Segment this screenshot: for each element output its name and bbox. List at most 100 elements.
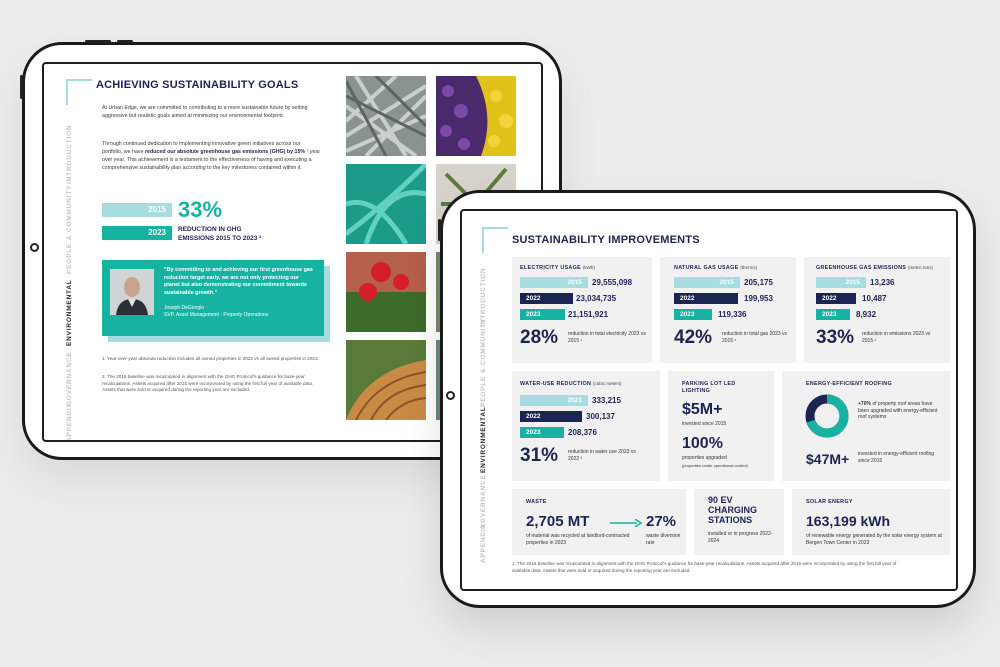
card-solar: SOLAR ENERGY 163,199 kWh of renewable en…: [792, 489, 950, 555]
roofing-investment: $47M+: [806, 451, 850, 467]
led-percent: 100%: [682, 435, 723, 452]
card-title: ELECTRICITY USAGE (kWh): [520, 265, 595, 271]
value-2015: 29,555,098: [592, 278, 633, 287]
ghg-reduction-percent: 33%: [178, 197, 223, 222]
waste-recycled-label: of material was recycled at landlord-con…: [526, 533, 630, 546]
power-button: [85, 40, 111, 43]
reduction-percent: 28%: [520, 327, 559, 348]
solar-label: of renewable energy generated by the sol…: [806, 533, 942, 546]
card-electricity: ELECTRICITY USAGE (kWh) 2015 29,555,098 …: [512, 257, 652, 363]
bar-2023: 2023: [520, 309, 565, 320]
card-parking-led: PARKING LOT LED LIGHTING $5M+ invested s…: [668, 371, 774, 481]
bar-2023: 2023: [674, 309, 712, 320]
footnote-2: 2. The 2015 baseline was recalculated in…: [102, 374, 314, 392]
ev-title: 90 EV CHARGING STATIONS: [708, 495, 757, 525]
nav-introduction[interactable]: INTRODUCTION: [66, 124, 73, 184]
card-natural-gas: NATURAL GAS USAGE (therms) 2015 205,175 …: [660, 257, 796, 363]
section-nav: INTRODUCTION PEOPLE & COMMUNITY ENVIRONM…: [44, 64, 73, 440]
nav-people-community[interactable]: PEOPLE & COMMUNITY: [480, 317, 487, 407]
bar-2022: 2022: [520, 293, 573, 304]
bar-2015: 2015: [520, 277, 588, 288]
roofing-share-text: +70% of property roof areas have been up…: [858, 401, 938, 420]
page-title: ACHIEVING SUSTAINABILITY GOALS: [96, 79, 299, 91]
tablet-front: INTRODUCTION PEOPLE & COMMUNITY ENVIRONM…: [438, 190, 976, 608]
donut-fill: [805, 394, 849, 438]
nav-appendix[interactable]: APPENDIX: [66, 402, 73, 442]
led-percent-label: properties upgraded: [682, 455, 727, 461]
card-title: ENERGY-EFFICIENT ROOFING: [806, 381, 892, 387]
value-2023: 21,151,921: [568, 310, 609, 319]
roofing-donut-chart: [805, 394, 849, 438]
led-percent-note: (properties under operational control): [682, 463, 748, 468]
card-title: WATER-USE REDUCTION (cubic meters): [520, 381, 622, 387]
footnote-1: 1. Year-over-year absolute reduction inc…: [102, 356, 319, 361]
reduction-label: reduction in emissions 2023 vs 2015 ¹: [862, 331, 931, 344]
achievement-paragraph: Through continued dedication to implemen…: [102, 141, 321, 171]
quote-role: SVP, Asset Management - Property Operati…: [164, 312, 269, 318]
top-button: [117, 40, 133, 43]
nav-governance[interactable]: GOVERNANCE: [66, 351, 73, 406]
card-waste: WASTE 2,705 MT 27% of material was recyc…: [512, 489, 686, 555]
bar-2021: 2021: [520, 395, 588, 406]
bar-2023: 2023: [816, 309, 850, 320]
value-2023: 208,376: [568, 428, 597, 437]
value-2022: 300,137: [586, 412, 615, 421]
reduction-percent: 33%: [816, 327, 855, 348]
card-ghg-emissions: GREENHOUSE GAS EMISSIONS (metric tons) 2…: [804, 257, 950, 363]
led-investment-label: invested since 2015: [682, 421, 727, 427]
value-2021: 333,215: [592, 396, 621, 405]
bar-2015: 2015: [816, 277, 866, 288]
nav-appendix[interactable]: APPENDIX: [480, 523, 487, 563]
volume-button: [438, 219, 441, 241]
card-title: WASTE: [526, 499, 547, 505]
reduction-label: reduction in total electricity 2023 vs 2…: [568, 331, 646, 344]
card-title: PARKING LOT LED LIGHTING: [682, 381, 736, 394]
card-title: SOLAR ENERGY: [806, 499, 853, 505]
nav-people-community[interactable]: PEOPLE & COMMUNITY: [66, 184, 73, 274]
quote-author: Joseph DeGiorgio: [164, 305, 205, 311]
photo-silver-grass: [346, 76, 426, 156]
reduction-label: reduction in water use 2023 vs 2022 ²: [568, 449, 636, 462]
nav-governance[interactable]: GOVERNANCE: [480, 474, 487, 529]
solar-value: 163,199 kWh: [806, 513, 891, 529]
card-title: GREENHOUSE GAS EMISSIONS (metric tons): [816, 265, 933, 271]
reduction-label: reduction in total gas 2023 vs 2015 ¹: [722, 331, 788, 344]
photo-wood-bench: [346, 340, 426, 420]
reduction-percent: 42%: [674, 327, 713, 348]
camera-dot: [446, 391, 455, 400]
volume-button: [20, 75, 23, 99]
intro-paragraph: At Urban Edge, we are committed to contr…: [102, 105, 308, 119]
value-2015: 13,236: [870, 278, 895, 287]
footnote: 1. The 2015 baseline was recalculated in…: [512, 561, 897, 573]
ghg-reduction-label: REDUCTION IN GHG EMISSIONS 2015 TO 2023 …: [178, 226, 262, 242]
arrow-right-icon: [610, 519, 642, 527]
bar-2022: 2022: [520, 411, 582, 422]
photo-teal-leaves: [346, 164, 426, 244]
waste-recycled-value: 2,705 MT: [526, 513, 590, 530]
led-investment: $5M+: [682, 401, 723, 418]
photo-red-geraniums: [346, 252, 426, 332]
value-2022: 10,487: [862, 294, 887, 303]
nav-environmental[interactable]: ENVIRONMENTAL: [480, 406, 487, 473]
corner-accent: [482, 227, 508, 253]
value-2023: 119,336: [718, 310, 747, 319]
quote-box: “By committing to and achieving our firs…: [102, 260, 324, 336]
camera-dot: [30, 243, 39, 252]
roofing-investment-label: invested in energy-efficient roofing sin…: [858, 451, 935, 464]
waste-diversion-label: waste diversion rate: [646, 533, 681, 546]
photo-purple-yellow-flowers: [436, 76, 516, 156]
nav-environmental[interactable]: ENVIRONMENTAL: [66, 279, 73, 346]
bar-2022: 2022: [674, 293, 738, 304]
reduction-percent: 31%: [520, 445, 559, 466]
bar-2015: 2015: [102, 203, 172, 217]
card-water-use: WATER-USE REDUCTION (cubic meters) 2021 …: [512, 371, 660, 481]
value-2022: 23,034,735: [576, 294, 617, 303]
bar-2023: 2023: [520, 427, 564, 438]
value-2023: 8,932: [856, 310, 877, 319]
card-ev-charging: 90 EV CHARGING STATIONS installed or in …: [694, 489, 784, 555]
corner-accent: [66, 79, 92, 105]
bar-2015: 2015: [674, 277, 740, 288]
page-title: SUSTAINABILITY IMPROVEMENTS: [512, 234, 700, 246]
bar-2023: 2023: [102, 226, 172, 240]
card-title: NATURAL GAS USAGE (therms): [674, 265, 758, 271]
